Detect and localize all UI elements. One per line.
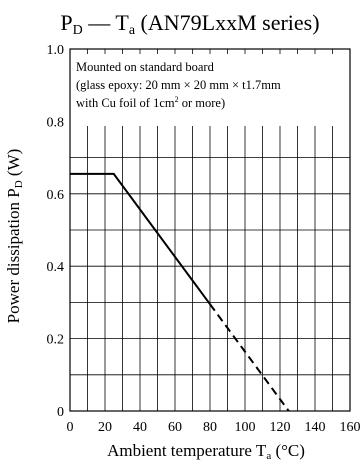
y-tick-label: 0.2 — [47, 333, 65, 348]
series — [70, 172, 290, 412]
title-t-sub: a — [129, 23, 136, 38]
title-p-sub: D — [73, 23, 83, 38]
annotation-line-3-text: with Cu foil of 1cm — [76, 96, 175, 110]
derating-line — [70, 172, 211, 305]
annotation-line-3-sup: 2 — [175, 95, 179, 104]
x-axis-label-sub: a — [266, 450, 271, 462]
x-tick-label: 60 — [168, 420, 182, 435]
x-tick-label: 0 — [67, 420, 74, 435]
annotation-box — [70, 54, 350, 126]
x-tick-label: 20 — [98, 420, 112, 435]
annotation-line-2: (glass epoxy: 20 mm × 20 mm × t1.7mm — [76, 78, 281, 92]
x-tick-label: 100 — [235, 420, 256, 435]
y-tick-label: 0 — [57, 405, 64, 420]
title-p: P — [60, 10, 72, 35]
y-axis-label-sub: D — [13, 180, 25, 188]
annotation-line-3: with Cu foil of 1cm2 or more) — [76, 95, 225, 110]
x-tick-label: 80 — [203, 420, 217, 435]
derating-line-dashed — [209, 303, 290, 412]
title-end: (AN79LxxM series) — [135, 10, 320, 35]
x-tick-label: 160 — [340, 420, 361, 435]
y-tick-label: 0.6 — [47, 188, 65, 203]
chart-title: PD — Ta (AN79LxxM series) — [60, 10, 319, 38]
annotation-line-1: Mounted on standard board — [76, 60, 215, 74]
x-axis-label-main: Ambient temperature T — [107, 441, 267, 460]
x-tick-label: 40 — [133, 420, 147, 435]
y-axis-label-main: Power dissipation P — [4, 188, 23, 323]
y-tick-label: 1.0 — [47, 43, 65, 58]
annotation-line-3-end: or more) — [179, 96, 226, 110]
x-tick-labels: 0 20 40 60 80 100 120 140 160 — [67, 420, 361, 435]
title-middle: — T — [83, 10, 130, 35]
plot-frame — [69, 48, 351, 412]
y-tick-label: 0.4 — [47, 260, 65, 275]
y-tick-labels: 0 0.2 0.4 0.6 0.8 1.0 — [47, 43, 65, 420]
x-tick-label: 120 — [270, 420, 291, 435]
x-axis-label-unit: (°C) — [271, 441, 305, 460]
y-tick-label: 0.8 — [47, 115, 65, 130]
y-axis-label-unit: (W) — [4, 149, 23, 181]
x-tick-label: 140 — [305, 420, 326, 435]
y-axis-label: Power dissipation PD (W) — [4, 149, 25, 324]
x-axis-label: Ambient temperature Ta (°C) — [107, 441, 305, 462]
